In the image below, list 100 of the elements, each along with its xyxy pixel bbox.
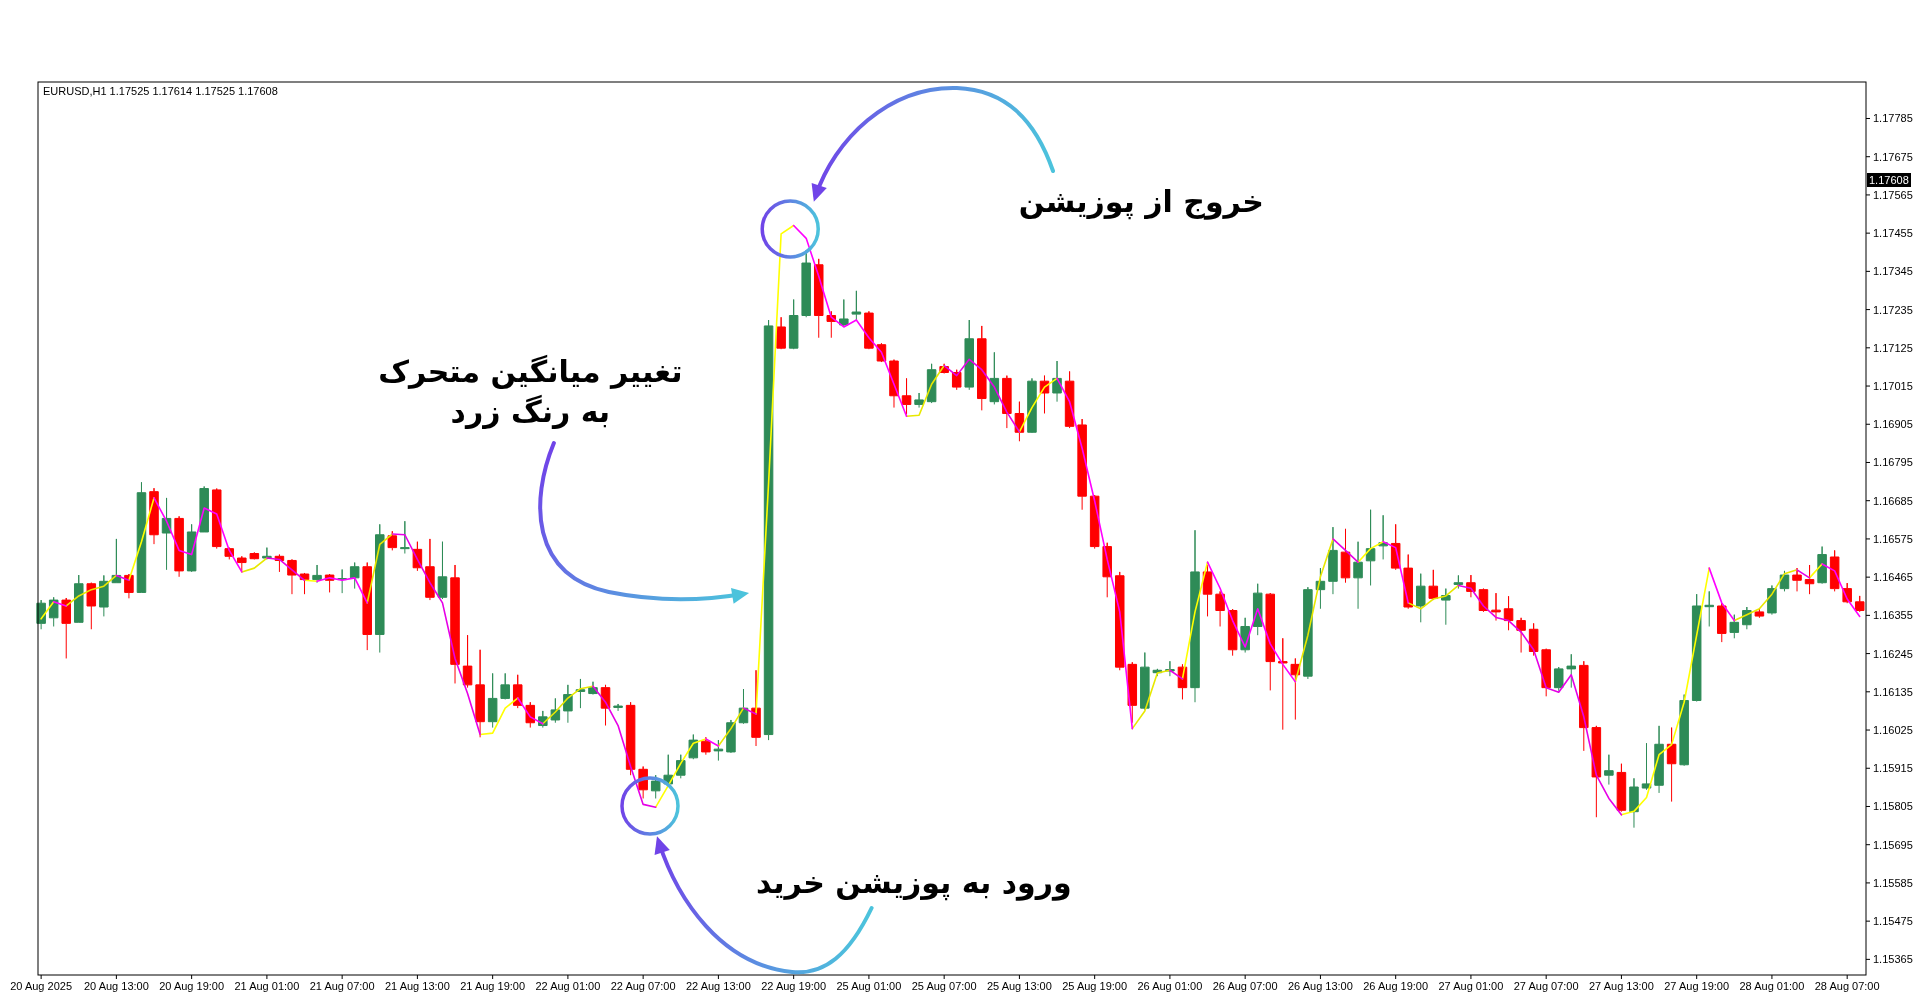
y-tick-label: 1.16135 <box>1873 685 1913 698</box>
candlestick <box>864 310 874 350</box>
candlestick <box>1140 652 1150 711</box>
candlestick <box>1516 617 1526 654</box>
text: 1.17608 <box>1867 173 1911 187</box>
candlestick <box>1566 653 1577 689</box>
candlestick <box>977 325 987 411</box>
candlestick <box>1604 754 1614 786</box>
candlestick <box>237 555 247 572</box>
candlestick <box>713 739 724 762</box>
x-tick-label: 27 Aug 07:00 <box>1513 980 1579 992</box>
annotation: خروج از پوزیشن <box>1018 183 1264 222</box>
y-tick-label: 1.15805 <box>1873 800 1913 813</box>
candlestick <box>1666 727 1677 803</box>
x-tick-label: 21 Aug 13:00 <box>384 980 450 992</box>
x-tick-label: 26 Aug 07:00 <box>1212 980 1278 992</box>
candlestick <box>1303 586 1313 680</box>
candlestick <box>74 574 84 623</box>
candlestick <box>1365 509 1376 586</box>
y-tick-label: 1.17235 <box>1873 303 1913 316</box>
candlestick <box>1503 595 1514 631</box>
y-tick-label: 1.16795 <box>1873 456 1913 469</box>
candlestick <box>437 541 448 600</box>
candlestick <box>462 634 473 689</box>
candlestick <box>1541 648 1551 697</box>
candlestick <box>500 672 510 700</box>
x-tick-label: 26 Aug 13:00 <box>1288 980 1353 992</box>
y-tick-label: 1.15475 <box>1873 915 1913 928</box>
candlestick <box>1089 494 1100 550</box>
candlestick <box>199 485 209 533</box>
x-tick-label: 25 Aug 01:00 <box>836 980 902 992</box>
candlestick <box>1202 564 1213 617</box>
candlestick <box>450 564 460 684</box>
candlestick <box>1616 763 1627 813</box>
candlestick <box>1265 592 1276 691</box>
candlestick <box>375 523 385 654</box>
candlestick <box>1491 592 1501 622</box>
candlestick <box>211 488 222 550</box>
candlestick <box>813 258 824 339</box>
candlestick <box>136 481 147 593</box>
y-tick-label: 1.16905 <box>1873 418 1913 431</box>
candlestick <box>99 574 109 617</box>
x-tick-label: 21 Aug 01:00 <box>234 980 300 992</box>
y-tick-label: 1.17675 <box>1873 150 1913 163</box>
y-tick-label: 1.17125 <box>1873 341 1913 354</box>
candlestick <box>1328 526 1338 595</box>
candlestick <box>1415 573 1426 623</box>
y-tick-label: 1.16685 <box>1873 494 1913 507</box>
x-tick-label: 26 Aug 19:00 <box>1363 980 1429 992</box>
candlestick <box>312 564 322 584</box>
x-tick-label: 27 Aug 19:00 <box>1664 980 1730 992</box>
y-tick-label: 1.17455 <box>1873 227 1913 240</box>
y-tick-label: 1.16025 <box>1873 724 1913 737</box>
x-tick-label: 22 Aug 01:00 <box>535 980 601 992</box>
candlestick <box>249 551 260 560</box>
candlestick <box>625 701 636 776</box>
x-tick-label: 27 Aug 01:00 <box>1438 980 1504 992</box>
x-tick-label: 22 Aug 13:00 <box>685 980 751 992</box>
candlestick <box>1077 418 1087 511</box>
candlestick <box>1691 593 1702 703</box>
candlestick <box>1553 666 1564 692</box>
y-tick-label: 1.17345 <box>1873 265 1913 278</box>
y-tick-label: 1.17015 <box>1873 380 1913 393</box>
x-tick-label: 20 Aug 19:00 <box>159 980 225 992</box>
candlestick <box>387 530 398 551</box>
y-tick-label: 1.16245 <box>1873 647 1913 660</box>
candlestick <box>1027 377 1037 434</box>
candlestick <box>400 520 410 555</box>
candlestick <box>1528 622 1539 657</box>
candlestick <box>86 582 97 630</box>
candlestick <box>788 299 799 350</box>
x-tick-label: 22 Aug 07:00 <box>610 980 676 992</box>
x-tick-label: 25 Aug 19:00 <box>1062 980 1128 992</box>
candlestick <box>1215 590 1225 627</box>
candlestick <box>650 774 661 799</box>
x-tick-label: 27 Aug 13:00 <box>1589 980 1654 992</box>
x-tick-label: 20 Aug 2025 <box>10 980 73 992</box>
candlestick <box>914 392 924 409</box>
y-tick-label: 1.16355 <box>1873 609 1913 622</box>
candlestick <box>1190 529 1200 703</box>
x-tick-label: 25 Aug 07:00 <box>911 980 977 992</box>
y-tick-label: 1.15585 <box>1873 876 1913 889</box>
x-tick-label: 21 Aug 19:00 <box>460 980 526 992</box>
candlestick <box>1829 549 1840 592</box>
candlestick <box>964 319 975 391</box>
candlestick <box>1754 608 1765 619</box>
candlestick <box>776 316 786 350</box>
candlestick <box>475 649 485 738</box>
candlestick <box>1817 546 1827 585</box>
candlestick <box>1002 375 1012 429</box>
candlestick <box>901 377 912 416</box>
candlestick <box>1579 660 1589 752</box>
candlestick <box>1353 541 1363 610</box>
annotation: تغییر میانگین متحرک به رنگ زرد <box>377 353 684 431</box>
y-tick-label: 1.17565 <box>1873 188 1913 201</box>
candlestick <box>1654 725 1664 794</box>
x-tick-label: 22 Aug 19:00 <box>761 980 827 992</box>
x-tick-label: 28 Aug 07:00 <box>1814 980 1880 992</box>
candlestick <box>1792 567 1802 592</box>
candlestick <box>61 597 71 659</box>
